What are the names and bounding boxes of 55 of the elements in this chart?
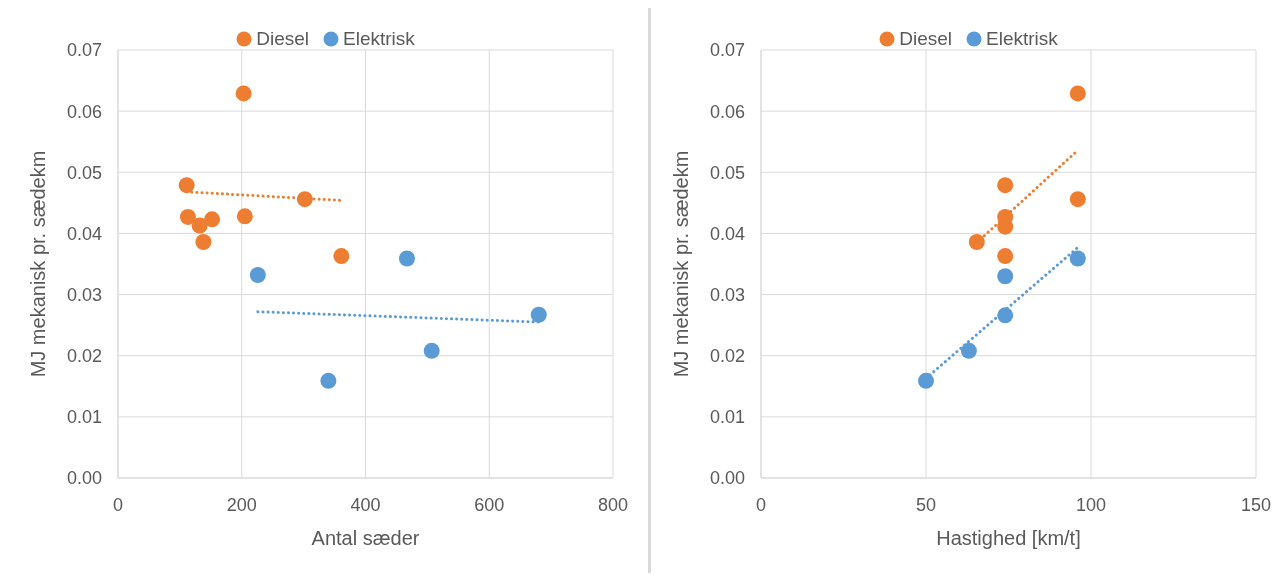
point xyxy=(178,177,195,194)
y-tick-label: 0.04 xyxy=(709,223,745,244)
point xyxy=(1069,191,1086,208)
y-tick-label: 0.02 xyxy=(709,346,745,367)
point xyxy=(236,208,253,225)
point xyxy=(204,211,221,228)
x-tick-label: 100 xyxy=(1075,494,1107,515)
point xyxy=(997,177,1014,194)
point xyxy=(1069,250,1086,267)
x-tick-label: 800 xyxy=(597,494,629,515)
point xyxy=(398,250,415,267)
point xyxy=(195,233,212,250)
y-tick-label: 0.06 xyxy=(66,101,102,122)
point xyxy=(530,306,547,323)
x-axis-title: Antal sæder xyxy=(311,527,420,549)
x-tick-label: 50 xyxy=(915,494,937,515)
point xyxy=(997,248,1014,265)
point xyxy=(423,342,440,359)
point xyxy=(918,372,934,389)
y-tick-label: 0.03 xyxy=(66,284,102,305)
x-tick-label: 200 xyxy=(226,494,257,515)
point xyxy=(968,233,985,250)
point xyxy=(333,248,350,265)
point xyxy=(249,267,266,284)
y-tick-label: 0.00 xyxy=(66,468,102,489)
x-tick-label: 0 xyxy=(112,494,124,515)
x-tick-label: 0 xyxy=(755,494,767,515)
legend-label: Diesel xyxy=(255,28,309,50)
y-tick-label: 0.07 xyxy=(709,40,745,61)
point xyxy=(997,268,1014,285)
point xyxy=(320,372,337,389)
legend-label: Elektrisk xyxy=(342,28,415,50)
y-tick-label: 0.01 xyxy=(709,407,745,428)
y-tick-label: 0.01 xyxy=(66,407,102,428)
x-tick-label: 150 xyxy=(1240,494,1272,515)
point xyxy=(179,208,196,225)
x-tick-label: 600 xyxy=(474,494,505,515)
y-axis-title: MJ mekanisk pr. sædekm xyxy=(670,150,693,378)
legend-label: Diesel xyxy=(898,28,952,50)
y-tick-label: 0.02 xyxy=(66,346,102,367)
y-tick-label: 0.03 xyxy=(709,284,745,305)
point xyxy=(1069,85,1086,102)
y-tick-label: 0.06 xyxy=(709,101,745,122)
y-tick-label: 0.07 xyxy=(66,40,102,61)
y-axis-title: MJ mekanisk pr. sædekm xyxy=(27,150,50,378)
y-tick-label: 0.05 xyxy=(66,162,102,183)
x-tick-label: 400 xyxy=(350,494,381,515)
y-tick-label: 0.04 xyxy=(66,223,102,244)
point xyxy=(235,85,252,102)
legend-label: Elektrisk xyxy=(985,28,1058,50)
x-axis-title: Hastighed [km/t] xyxy=(936,527,1081,549)
point xyxy=(191,217,208,234)
y-tick-label: 0.05 xyxy=(709,162,745,183)
point xyxy=(960,342,977,359)
y-tick-label: 0.00 xyxy=(709,468,745,489)
